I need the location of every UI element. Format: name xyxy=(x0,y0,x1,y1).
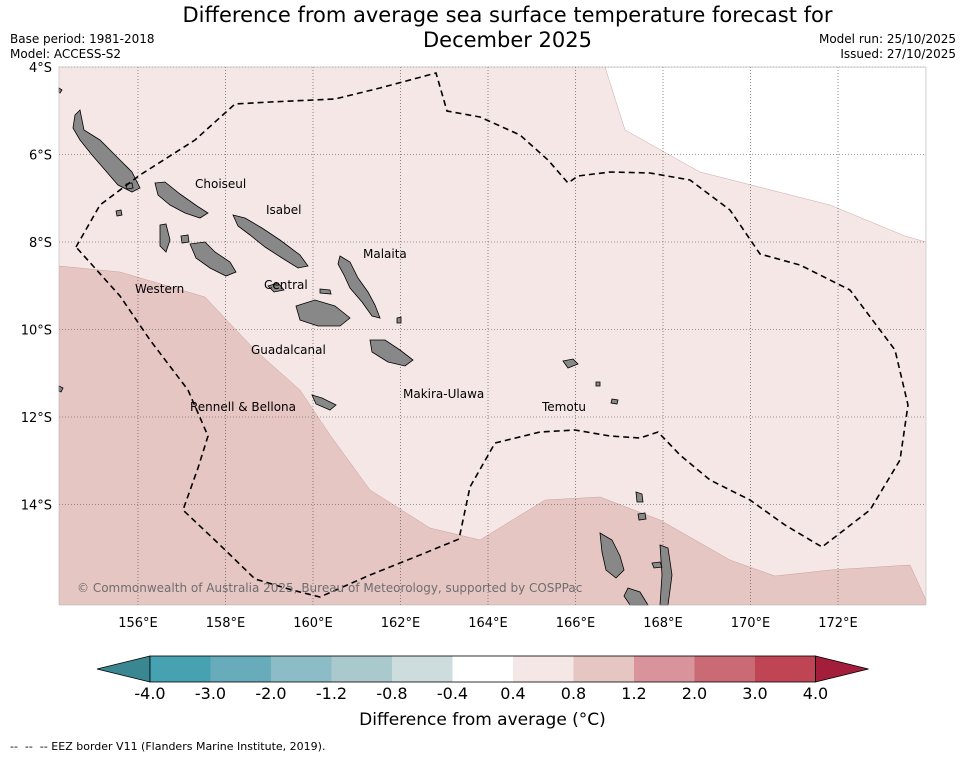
colorbar-tick-label: 4.0 xyxy=(803,684,828,703)
colorbar-tick-label: -3.0 xyxy=(195,684,226,703)
colorbar-tick-label: 2.0 xyxy=(682,684,707,703)
label-guadalcanal: Guadalcanal xyxy=(251,343,326,357)
lon-label: 162°E xyxy=(381,616,421,631)
colorbar-tick-label: 0.4 xyxy=(500,684,525,703)
island-banks xyxy=(637,512,647,521)
colorbar-tick-label: -0.8 xyxy=(376,684,407,703)
lat-label: 4°S xyxy=(29,61,52,76)
islet-4 xyxy=(115,209,123,217)
islet-2 xyxy=(610,398,619,405)
island-central xyxy=(267,282,285,293)
label-temotu: Temotu xyxy=(541,400,586,414)
island-rennell xyxy=(311,394,337,411)
lon-label: 164°E xyxy=(468,616,508,631)
islet-6 xyxy=(319,288,332,295)
label-malaita: Malaita xyxy=(363,247,407,261)
island-maewo xyxy=(651,561,663,569)
colorbar-frame xyxy=(149,655,816,683)
island-santa-cruz xyxy=(562,358,579,369)
lon-label: 168°E xyxy=(643,616,683,631)
colorbar-segment xyxy=(694,656,755,682)
anomaly-region-0.8-1.2 xyxy=(59,265,926,605)
colorbar-tick-label: -4.0 xyxy=(134,684,165,703)
model-run: Model run: 25/10/2025 xyxy=(818,32,956,46)
colorbar-tick-label: -2.0 xyxy=(255,684,286,703)
colorbar-segment xyxy=(331,656,392,682)
island-choiseul xyxy=(154,181,209,219)
colorbar-tick-label: -1.2 xyxy=(316,684,347,703)
lat-label: 8°S xyxy=(29,236,52,251)
lat-label: 6°S xyxy=(29,149,52,164)
land-masses xyxy=(58,87,673,606)
lon-label: 156°E xyxy=(118,616,158,631)
islet-1 xyxy=(595,381,601,387)
colorbar-segment xyxy=(392,656,453,682)
colorbar-high-extension xyxy=(815,655,869,683)
colorbar-segment xyxy=(634,656,695,682)
colorbar-tick-label: 3.0 xyxy=(742,684,767,703)
lat-label: 10°S xyxy=(21,324,52,339)
islet-5 xyxy=(180,234,190,244)
colorbar-segment xyxy=(210,656,271,682)
title-line-1: Difference from average sea surface temp… xyxy=(182,3,833,27)
colorbar-title: Difference from average (°C) xyxy=(359,710,606,730)
colorbar-low-extension xyxy=(96,655,151,683)
lat-label: 12°S xyxy=(21,411,52,426)
lat-label: 14°S xyxy=(21,499,52,514)
anomaly-region-near-average xyxy=(604,67,926,243)
island-vella-lavella xyxy=(159,223,171,253)
label-rennell-bellona: Rennell & Bellona xyxy=(190,400,296,414)
title-line-2: December 2025 xyxy=(422,28,592,52)
map-frame xyxy=(58,66,927,606)
lon-label: 172°E xyxy=(818,616,858,631)
meta-left: Base period: 1981-2018 Model: ACCESS-S2 xyxy=(10,32,155,62)
latitude-labels: 4°S 6°S 8°S 10°S 12°S 14°S xyxy=(21,61,52,514)
lon-label: 170°E xyxy=(731,616,771,631)
chart-title: Difference from average sea surface temp… xyxy=(150,3,865,53)
meta-right: Model run: 25/10/2025 Issued: 27/10/2025 xyxy=(819,32,956,62)
eez-footnote: -- -- -- EEZ border V11 (Flanders Marine… xyxy=(10,740,326,753)
copyright-text: © Commonwealth of Australia 2025, Bureau… xyxy=(77,581,582,595)
issued-date: Issued: 27/10/2025 xyxy=(840,47,956,61)
label-makira-ulawa: Makira-Ulawa xyxy=(403,387,484,401)
model-name: Model: ACCESS-S2 xyxy=(10,47,122,61)
island-guadalcanal xyxy=(295,299,351,327)
colorbar-segment xyxy=(271,656,332,682)
colorbar-segment xyxy=(513,656,574,682)
lon-label: 158°E xyxy=(206,616,246,631)
island-malaita xyxy=(337,255,381,319)
base-period: Base period: 1981-2018 xyxy=(10,32,155,46)
eez-border xyxy=(75,72,909,598)
colorbar-tick-label: 0.8 xyxy=(561,684,586,703)
colorbar-tick-label: 1.2 xyxy=(621,684,646,703)
island-vanuatu-espiritu xyxy=(599,532,625,579)
colorbar-tick-label: -0.4 xyxy=(437,684,468,703)
colorbar-segment xyxy=(755,656,816,682)
colorbar-segment xyxy=(150,656,211,682)
label-isabel: Isabel xyxy=(266,203,301,217)
lon-label: 160°E xyxy=(293,616,333,631)
island-isabel xyxy=(232,214,309,269)
island-makira xyxy=(369,339,414,367)
island-choiseul-west xyxy=(72,109,141,193)
island-torres xyxy=(635,491,644,503)
label-choiseul: Choiseul xyxy=(195,177,246,191)
label-central: Central xyxy=(264,278,308,292)
longitude-labels: 156°E 158°E 160°E 162°E 164°E 166°E 168°E 170°E… xyxy=(118,616,858,631)
colorbar-segment xyxy=(452,656,513,682)
colorbar-segment xyxy=(573,656,634,682)
label-western: Western xyxy=(135,282,184,296)
island-new-georgia xyxy=(189,241,237,277)
islet-7 xyxy=(396,316,402,324)
lon-label: 166°E xyxy=(556,616,596,631)
colorbar: -4.0 -3.0 -2.0 -1.2 -0.8 -0.4 0.4 0.8 1.2 2.0 3.0 4… xyxy=(96,655,869,703)
